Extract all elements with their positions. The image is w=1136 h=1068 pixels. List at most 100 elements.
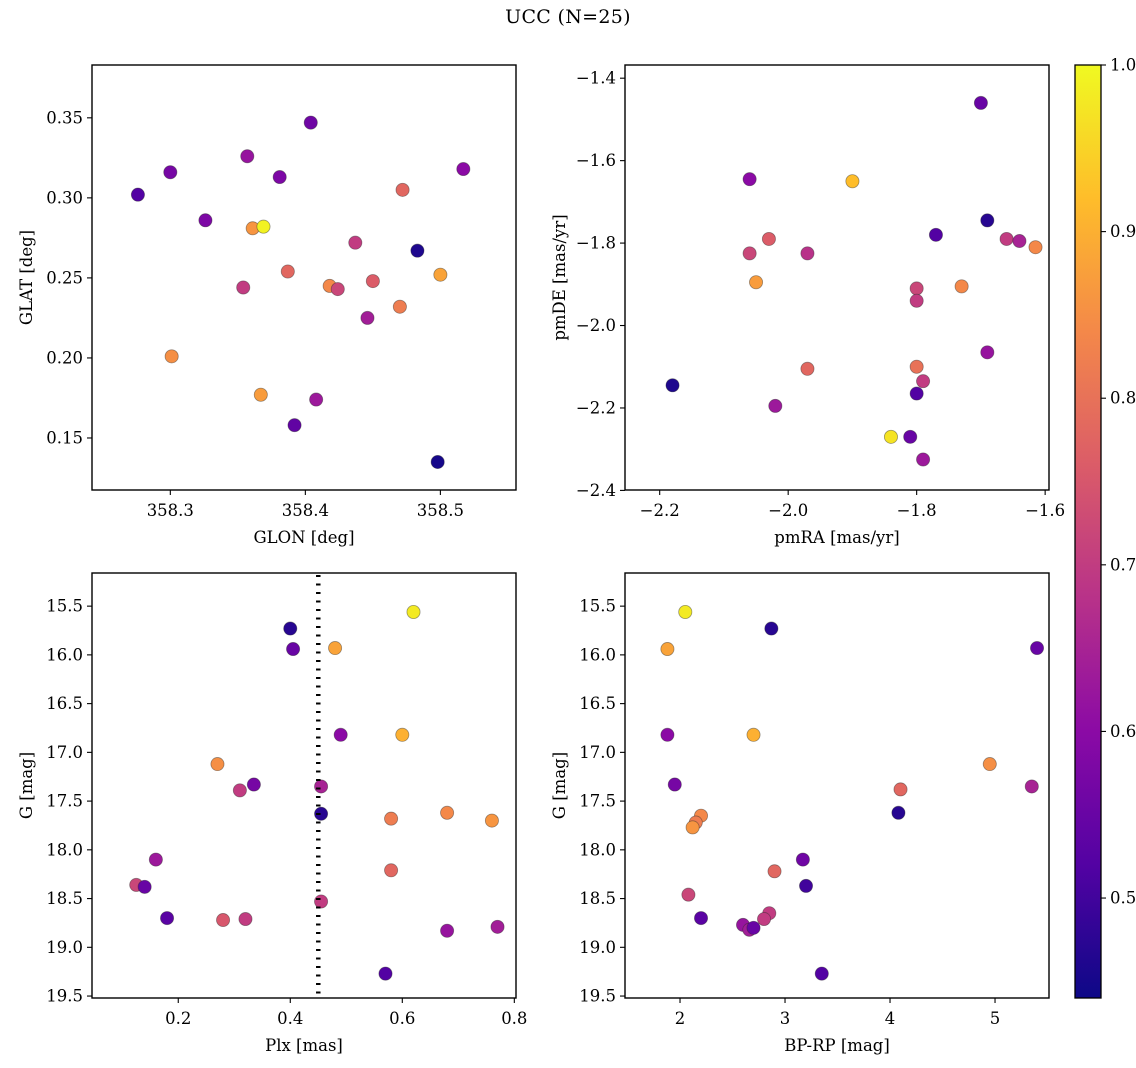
data-point — [685, 820, 700, 835]
figure-title: UCC (N=25) — [505, 6, 631, 28]
y-tick-label: −1.6 — [576, 151, 616, 170]
colorbar-tick-label: 0.6 — [1110, 722, 1136, 741]
data-point — [392, 299, 407, 314]
data-point — [800, 361, 815, 376]
colorbar-tick-label: 0.7 — [1110, 555, 1136, 574]
data-point — [378, 966, 393, 981]
x-tick-label: −1.8 — [897, 501, 937, 520]
panel-glon-glat: 358.3 358.4 358.5 0.15 0.20 0.25 0.30 0.35 GLON … — [17, 64, 517, 547]
data-point — [916, 374, 931, 389]
data-point — [1024, 779, 1039, 794]
data-point — [433, 267, 448, 282]
x-axis-label: BP-RP [mag] — [784, 1036, 890, 1055]
data-point — [660, 727, 675, 742]
x-tick-label: 0.4 — [277, 1009, 303, 1028]
data-point — [980, 213, 995, 228]
data-point — [256, 219, 271, 234]
data-point — [893, 782, 908, 797]
x-tick-label: 0.6 — [389, 1009, 415, 1028]
colorbar: 1.0 0.9 0.8 0.7 0.6 0.5 — [1074, 56, 1136, 999]
y-tick-label: 18.5 — [46, 889, 83, 908]
data-point — [163, 165, 178, 180]
y-tick-label: 19.0 — [46, 938, 83, 957]
data-point — [742, 246, 757, 261]
panel-plx-g: 0.2 0.4 0.6 0.8 15.5 16.0 16.5 17.0 17.5 18.0 18.5… — [17, 572, 527, 1055]
y-tick-label: −1.4 — [576, 69, 616, 88]
data-point — [746, 727, 761, 742]
y-tick-label: 19.5 — [579, 987, 616, 1006]
colorbar-tick-label: 0.5 — [1110, 889, 1136, 908]
y-tick-label: 16.0 — [579, 645, 616, 664]
colorbar-tick-label: 1.0 — [1110, 56, 1136, 75]
data-point — [384, 811, 399, 826]
data-point — [456, 162, 471, 177]
colorbar-gradient — [1074, 64, 1102, 999]
x-tick-label: 0.2 — [165, 1009, 191, 1028]
data-point — [1028, 240, 1043, 255]
data-point — [681, 887, 696, 902]
data-point — [330, 282, 345, 297]
y-axis-label: pmDE [mas/yr] — [550, 214, 569, 340]
data-point — [280, 264, 295, 279]
y-tick-label: 15.5 — [579, 597, 616, 616]
y-tick-label: 17.5 — [579, 792, 616, 811]
data-point — [909, 293, 924, 308]
data-point — [660, 642, 675, 657]
y-tick-label: 0.25 — [46, 268, 83, 287]
data-point — [982, 757, 997, 772]
axes-frame — [624, 64, 1050, 491]
axes-frame — [91, 64, 517, 491]
y-tick-label: −2.4 — [576, 481, 616, 500]
y-tick-label: 17.5 — [46, 792, 83, 811]
colorbar-tick-label: 0.9 — [1110, 222, 1136, 241]
data-point — [954, 279, 969, 294]
data-point — [148, 852, 163, 867]
data-point — [909, 359, 924, 374]
y-tick-label: 17.0 — [579, 743, 616, 762]
y-tick-label: 0.35 — [46, 108, 83, 127]
y-tick-label: 16.5 — [579, 694, 616, 713]
data-point — [283, 621, 298, 636]
y-tick-label: 15.5 — [46, 597, 83, 616]
x-tick-label: 358.3 — [147, 501, 194, 520]
y-tick-label: 0.20 — [46, 348, 83, 367]
data-point — [761, 231, 776, 246]
data-point — [749, 275, 764, 290]
data-point — [883, 429, 898, 444]
data-point — [440, 805, 455, 820]
y-tick-label: −2.0 — [576, 316, 616, 335]
data-point — [216, 913, 231, 928]
colorbar-tick-label: 0.8 — [1110, 389, 1136, 408]
data-point — [430, 454, 445, 469]
data-point — [665, 378, 680, 393]
data-point — [678, 604, 693, 619]
data-point — [742, 172, 757, 187]
y-tick-label: 19.5 — [46, 987, 83, 1006]
data-point — [240, 149, 255, 164]
y-tick-label: 16.5 — [46, 694, 83, 713]
x-axis-label: pmRA [mas/yr] — [774, 528, 899, 547]
y-tick-label: −1.8 — [576, 234, 616, 253]
data-point — [903, 429, 918, 444]
data-point — [309, 392, 324, 407]
data-point — [348, 235, 363, 250]
data-point — [1012, 234, 1027, 249]
data-point — [757, 912, 772, 927]
data-point — [365, 274, 380, 289]
data-point — [980, 345, 995, 360]
data-point — [314, 806, 329, 821]
y-tick-label: 19.0 — [579, 938, 616, 957]
data-point — [314, 779, 329, 794]
data-point — [973, 95, 988, 110]
data-point — [406, 604, 421, 619]
data-point — [484, 813, 499, 828]
data-point — [137, 879, 152, 894]
data-point — [287, 418, 302, 433]
data-point — [253, 387, 268, 402]
x-axis-label: GLON [deg] — [253, 528, 354, 547]
y-axis-label: GLAT [deg] — [17, 230, 36, 325]
data-point — [999, 231, 1014, 246]
y-tick-label: 16.0 — [46, 645, 83, 664]
data-point — [328, 641, 343, 656]
